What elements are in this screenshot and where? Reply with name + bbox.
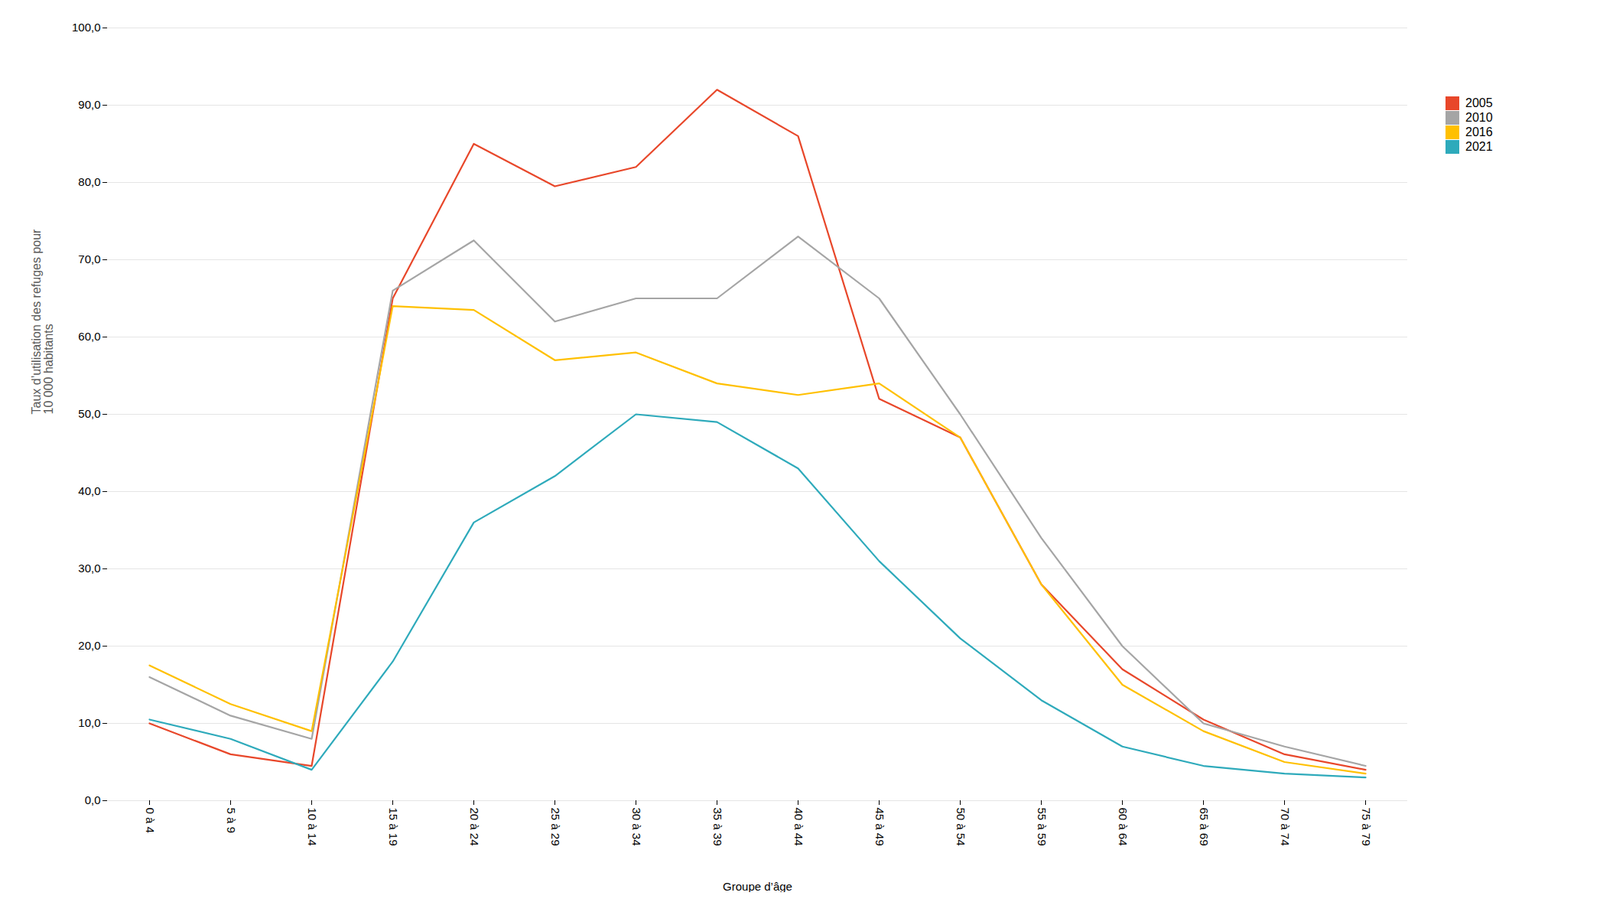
svg-text:0 à 4: 0 à 4 [143, 807, 157, 833]
svg-text:20 à 24: 20 à 24 [468, 807, 482, 846]
svg-text:90,0: 90,0 [78, 97, 101, 111]
html-text:2016: 2016 [1465, 125, 1493, 139]
svg-text:Groupe d’âge: Groupe d’âge [722, 879, 793, 893]
svg-text:55 à 59: 55 à 59 [1035, 807, 1049, 846]
svg-text:60,0: 60,0 [78, 329, 101, 343]
svg-text:100,0: 100,0 [71, 20, 101, 34]
svg-text:60 à 64: 60 à 64 [1116, 807, 1130, 846]
svg-text:0,0: 0,0 [84, 793, 101, 807]
svg-text:10,0: 10,0 [78, 715, 101, 729]
svg-text:35 à 39: 35 à 39 [711, 807, 725, 846]
html-text:2021: 2021 [1465, 139, 1493, 153]
svg-text:50,0: 50,0 [78, 406, 101, 420]
svg-text:40,0: 40,0 [78, 484, 101, 498]
svg-text:45 à 49: 45 à 49 [873, 807, 887, 846]
svg-text:70,0: 70,0 [78, 252, 101, 266]
svg-text:20,0: 20,0 [78, 638, 101, 652]
svg-text:30,0: 30,0 [78, 561, 101, 575]
svg-text:50 à 54: 50 à 54 [954, 807, 968, 846]
svg-text:10 à 14: 10 à 14 [305, 807, 319, 846]
svg-text:70 à 74: 70 à 74 [1278, 807, 1292, 846]
svg-text:15 à 19: 15 à 19 [386, 807, 400, 846]
html-text:2005: 2005 [1465, 96, 1493, 110]
svg-text:65 à 69: 65 à 69 [1197, 807, 1211, 846]
svg-text:80,0: 80,0 [78, 175, 101, 189]
svg-text:5 à 9: 5 à 9 [224, 807, 238, 833]
svg-text:30 à 34: 30 à 34 [630, 807, 644, 846]
svg-text:40 à 44: 40 à 44 [792, 807, 806, 846]
svg-text:75 à 79: 75 à 79 [1359, 807, 1373, 846]
html-text:2010: 2010 [1465, 110, 1493, 124]
svg-text:Taux d’utilisation des refuges: Taux d’utilisation des refuges pour10 00… [29, 228, 56, 415]
svg-text:25 à 29: 25 à 29 [549, 807, 563, 846]
